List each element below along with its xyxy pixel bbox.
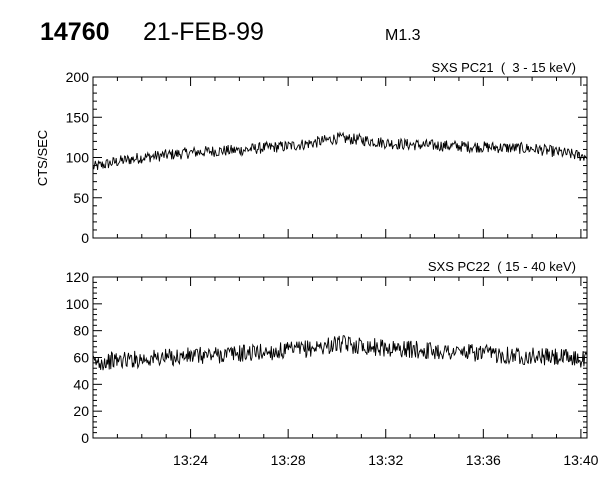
panel-pc22: SXS PC22 ( 15 - 40 keV) 0 20 40 60 80 100 120 1… — [66, 259, 599, 468]
xtick-label: 13:40 — [563, 452, 598, 468]
ytick-label: 0 — [81, 230, 89, 246]
ytick-label: 80 — [73, 323, 89, 339]
ytick-label: 50 — [73, 190, 89, 206]
ytick-label: 100 — [66, 296, 90, 312]
xtick-label: 13:36 — [466, 452, 501, 468]
flare-date: 21-FEB-99 — [143, 18, 264, 46]
ytick-label: 200 — [66, 69, 90, 85]
xtick-label: 13:24 — [173, 452, 208, 468]
panel-pc21-ticks: 0 50 100 150 200 — [66, 69, 587, 246]
flare-class: M1.3 — [385, 27, 421, 44]
xtick-label: 13:28 — [271, 452, 306, 468]
panel-pc22-title: SXS PC22 ( 15 - 40 keV) — [428, 259, 576, 274]
panel-pc21: SXS PC21 ( 3 - 15 keV) CTS/SEC 0 50 100 150… — [35, 60, 588, 246]
xtick-label: 13:32 — [368, 452, 403, 468]
panel-pc21-title: SXS PC21 ( 3 - 15 keV) — [431, 60, 576, 75]
ytick-label: 120 — [66, 269, 90, 285]
panel-pc22-frame — [92, 276, 588, 439]
ytick-label: 150 — [66, 109, 90, 125]
panel-pc22-ticks: 0 20 40 60 80 100 120 13:24 13:28 13:32 13:36 13:40 — [66, 269, 599, 468]
panel-pc22-trace — [92, 335, 588, 371]
panel-pc21-frame — [92, 76, 588, 239]
ytick-label: 20 — [73, 403, 89, 419]
flare-id: 14760 — [40, 18, 110, 46]
panel-pc21-ylabel: CTS/SEC — [35, 130, 50, 186]
ytick-label: 0 — [81, 430, 89, 446]
ytick-label: 100 — [66, 150, 90, 166]
ytick-label: 40 — [73, 376, 89, 392]
ytick-label: 60 — [73, 350, 89, 366]
panel-pc21-trace — [92, 131, 588, 170]
